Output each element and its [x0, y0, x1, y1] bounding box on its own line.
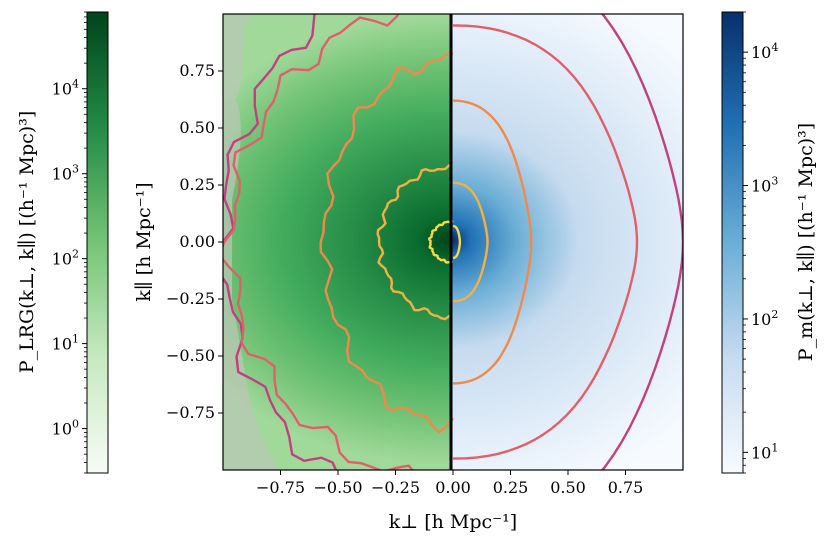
colorbar-m-ticks: 101 102 103 104: [743, 11, 778, 474]
x-ticks: −0.75 −0.50 −0.25 0.00 0.25 0.50 0.75: [256, 470, 643, 497]
colorbar-tick-label: 102: [52, 248, 79, 269]
colorbar-m: 101 102 103 104 P_m(k⊥, k∥) [(h⁻¹ Mpc)³]: [721, 11, 817, 474]
colorbar-tick-label: 101: [751, 441, 778, 462]
y-tick-label: 0.25: [179, 175, 215, 194]
colorbar-tick-label: 101: [52, 333, 79, 354]
plot-area: −0.75 −0.50 −0.25 0.00 0.25 0.50 0.75 0.75 0.50…: [133, 13, 684, 533]
contour-lrg: [427, 219, 454, 264]
x-tick-label: 0.00: [435, 478, 471, 497]
y-tick-label: 0.00: [179, 232, 215, 251]
x-tick-label: −0.75: [256, 478, 305, 497]
contour-m: [452, 181, 489, 303]
colorbar-tick-label: 104: [751, 41, 778, 62]
colorbar-tick-label: 103: [52, 163, 79, 184]
contour-m: [452, 224, 462, 260]
contour-m: [452, 24, 639, 460]
y-tick-label: −0.75: [166, 403, 215, 422]
x-tick-label: −0.25: [371, 478, 420, 497]
x-tick-label: 0.50: [550, 478, 586, 497]
y-tick-label: −0.25: [166, 289, 215, 308]
contours: [223, 14, 683, 470]
colorbar-tick-label: 102: [751, 308, 778, 329]
contour-m: [452, 99, 533, 385]
y-axis-label: k∥ [h Mpc⁻¹]: [133, 182, 155, 301]
colorbar-m-label: P_m(k⊥, k∥) [(h⁻¹ Mpc)³]: [795, 123, 817, 361]
x-tick-label: 0.75: [608, 478, 644, 497]
y-ticks: 0.75 0.50 0.25 0.00 −0.25 −0.50 −0.75: [166, 61, 223, 422]
y-tick-label: −0.50: [166, 346, 215, 365]
contour-lrg: [376, 161, 454, 321]
colorbar-lrg-label: P_LRG(k⊥, k∥) [(h⁻¹ Mpc)³]: [16, 111, 38, 373]
y-tick-label: 0.50: [179, 118, 215, 137]
x-tick-label: −0.50: [313, 478, 362, 497]
x-axis-label: k⊥ [h Mpc⁻¹]: [389, 511, 517, 533]
colorbar-lrg: 100 101 102 103 104 P_LRG(k⊥, k∥) [(h⁻¹ Mpc)…: [16, 11, 109, 474]
colorbar-tick-label: 100: [52, 418, 79, 439]
colorbar-tick-label: 104: [52, 78, 79, 99]
colorbar-lrg-gradient: [86, 11, 109, 474]
x-tick-label: 0.25: [493, 478, 529, 497]
y-tick-label: 0.75: [179, 61, 215, 80]
contour-lrg: [223, 14, 414, 470]
colorbar-lrg-ticks: 100 101 102 103 104: [52, 11, 87, 474]
heatmap-lrg: [223, 14, 452, 470]
contour-lrg: [319, 52, 454, 434]
colorbar-tick-label: 103: [751, 175, 778, 196]
colorbar-m-gradient: [721, 11, 744, 474]
